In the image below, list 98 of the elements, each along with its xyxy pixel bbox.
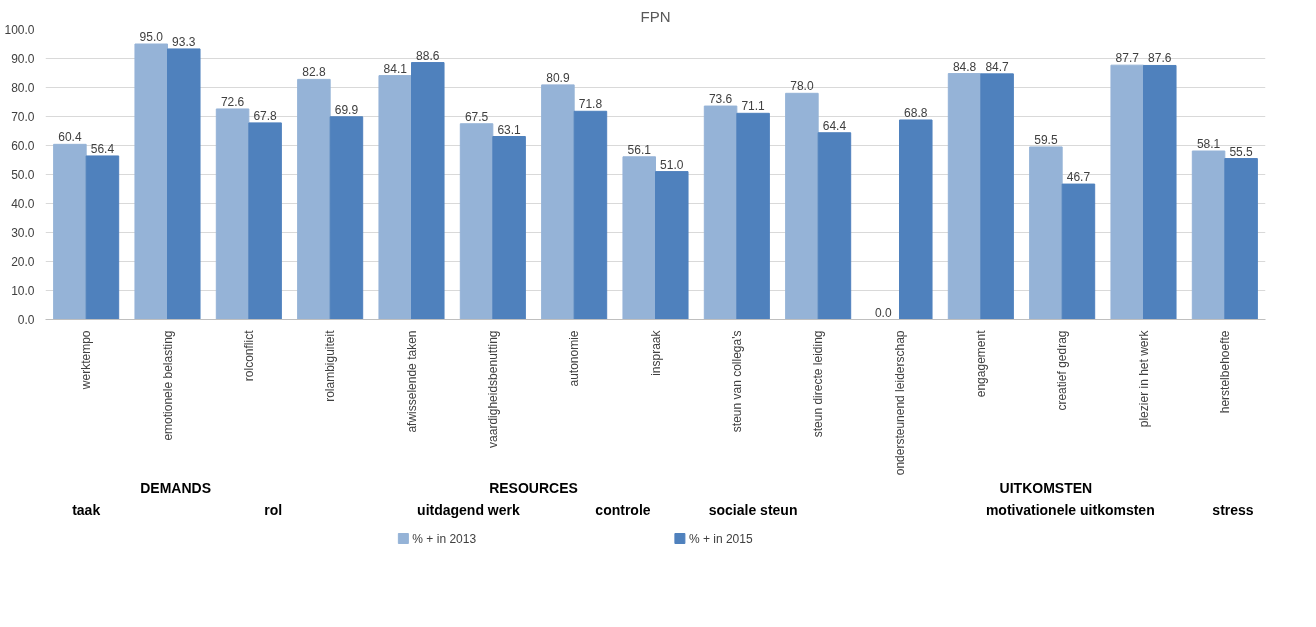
text: sociale steun xyxy=(708,501,798,518)
bar xyxy=(378,75,412,320)
y-tick-label: 90.0 xyxy=(11,52,35,66)
data-label: 0.0 xyxy=(874,305,892,320)
text: taak xyxy=(72,501,101,518)
bar xyxy=(1191,150,1226,320)
bar xyxy=(53,143,87,320)
x-tick-label: steun van collega's xyxy=(729,330,744,433)
bar xyxy=(1029,146,1063,320)
data-label: 56.1 xyxy=(627,142,652,157)
text: motivationele uitkomsten xyxy=(985,501,1155,518)
bar xyxy=(573,110,608,320)
y-tick-label: 60.0 xyxy=(11,139,35,153)
data-label: 84.1 xyxy=(383,61,408,76)
chart-title: FPN xyxy=(640,7,671,25)
data-label: 67.8 xyxy=(253,108,278,123)
bar xyxy=(329,116,364,320)
x-tick-label: herstelbehoefte xyxy=(1217,330,1232,414)
text: stress xyxy=(1212,501,1254,518)
bar xyxy=(947,73,982,320)
bar xyxy=(492,136,526,320)
data-label: 46.7 xyxy=(1066,170,1091,185)
text: controle xyxy=(595,501,651,518)
x-tick-label: emotionele belasting xyxy=(160,330,175,441)
data-label: 63.1 xyxy=(497,122,522,137)
text: UITKOMSTEN xyxy=(999,480,1093,497)
data-label: 84.8 xyxy=(952,59,977,74)
x-tick-label: afwisselende taken xyxy=(404,330,419,433)
y-tick-label: 0.0 xyxy=(17,313,35,327)
data-label: 58.1 xyxy=(1196,137,1221,152)
bar xyxy=(785,92,819,320)
legend-label: % + in 2015 xyxy=(688,531,753,546)
data-label: 51.0 xyxy=(660,157,684,172)
text: uitdagend werk xyxy=(417,501,520,518)
bar xyxy=(215,108,250,320)
bar xyxy=(459,123,494,320)
x-tick-label: engagement xyxy=(973,329,988,398)
data-label: 87.6 xyxy=(1148,51,1172,66)
x-tick-label: steun directe leiding xyxy=(811,330,826,438)
data-label: 59.5 xyxy=(1034,132,1058,147)
bar xyxy=(622,156,656,320)
data-label: 82.8 xyxy=(302,65,326,80)
x-tick-label: inspraak xyxy=(648,329,663,376)
text: rol xyxy=(264,501,283,518)
data-label: 88.6 xyxy=(416,48,440,63)
data-label: 69.9 xyxy=(334,102,359,117)
data-label: 87.7 xyxy=(1115,51,1140,66)
bar xyxy=(1061,183,1096,320)
data-label: 71.1 xyxy=(741,99,766,114)
bar xyxy=(85,155,120,320)
data-label: 64.4 xyxy=(822,118,847,133)
y-tick-label: 80.0 xyxy=(11,81,35,95)
data-label: 71.8 xyxy=(578,97,603,112)
data-label: 78.0 xyxy=(790,79,814,94)
data-label: 73.6 xyxy=(708,92,733,107)
bar xyxy=(736,112,770,320)
x-tick-label: plezier in het werk xyxy=(1136,329,1151,428)
bar xyxy=(1224,158,1258,320)
bar xyxy=(167,48,201,320)
data-label: 95.0 xyxy=(139,30,164,44)
y-tick-label: 100.0 xyxy=(4,23,35,37)
bar xyxy=(655,171,689,320)
bar xyxy=(703,105,738,320)
data-label: 67.5 xyxy=(464,109,489,124)
text: DEMANDS xyxy=(140,480,212,497)
data-label: 84.7 xyxy=(985,59,1010,74)
y-tick-label: 30.0 xyxy=(11,226,35,240)
x-tick-label: rolambiguiteit xyxy=(323,329,338,402)
bar xyxy=(541,84,575,320)
y-tick-label: 20.0 xyxy=(11,255,35,269)
x-tick-label: werktempo xyxy=(79,330,94,391)
data-label: 56.4 xyxy=(90,141,115,156)
y-tick-label: 10.0 xyxy=(11,284,35,298)
data-label: 93.3 xyxy=(172,34,196,49)
data-label: 80.9 xyxy=(546,70,570,85)
y-tick-label: 70.0 xyxy=(11,110,35,124)
y-tick-label: 40.0 xyxy=(11,197,35,211)
bar xyxy=(817,132,852,320)
text: RESOURCES xyxy=(489,480,578,497)
data-label: 60.4 xyxy=(58,130,82,145)
bar xyxy=(980,73,1014,320)
data-label: 68.8 xyxy=(904,105,928,120)
x-tick-label: rolconflict xyxy=(241,329,256,382)
y-tick-label: 50.0 xyxy=(11,168,35,182)
bar xyxy=(248,122,282,320)
bar xyxy=(411,62,445,320)
x-tick-label: autonomie xyxy=(567,330,582,387)
data-label: 55.5 xyxy=(1229,144,1254,159)
x-tick-label: vaardigheidsbenutting xyxy=(485,330,500,448)
bar xyxy=(134,43,168,320)
bar xyxy=(1110,64,1144,320)
bar xyxy=(1143,64,1177,320)
legend-label: % + in 2013 xyxy=(412,531,477,546)
bar xyxy=(297,78,331,320)
bar xyxy=(899,119,933,320)
x-tick-label: ondersteunend leiderschap xyxy=(892,330,907,476)
x-tick-label: creatief gedrag xyxy=(1055,330,1070,411)
data-label: 72.6 xyxy=(220,94,245,109)
